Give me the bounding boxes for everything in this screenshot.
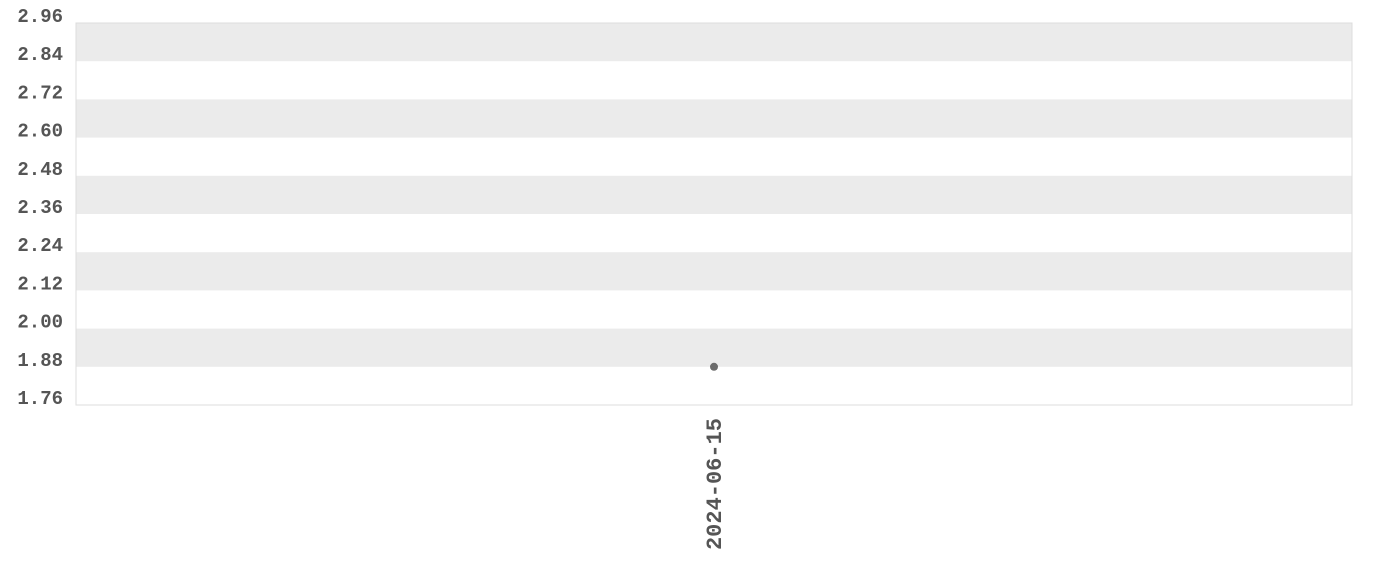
y-tick-label: 2.84 [17,44,63,66]
y-tick-label: 2.60 [17,121,63,143]
grid-band [76,328,1352,367]
y-tick-label: 2.24 [17,235,63,257]
y-tick-label: 2.72 [17,82,63,104]
grid-band [76,99,1352,138]
y-tick-label: 1.76 [17,388,63,410]
y-tick-label: 2.96 [17,6,63,28]
grid-band [76,252,1352,291]
y-tick-label: 2.00 [17,312,63,334]
data-point [710,362,718,371]
plot-border [75,22,1353,406]
y-tick-label: 2.36 [17,197,63,219]
grid-band [76,23,1352,62]
y-tick-label: 2.12 [17,273,63,295]
y-tick-label: 2.48 [17,159,63,181]
y-tick-label: 1.88 [17,350,63,372]
grid-band [76,175,1352,214]
x-tick-label: 2024-06-15 [703,418,728,550]
